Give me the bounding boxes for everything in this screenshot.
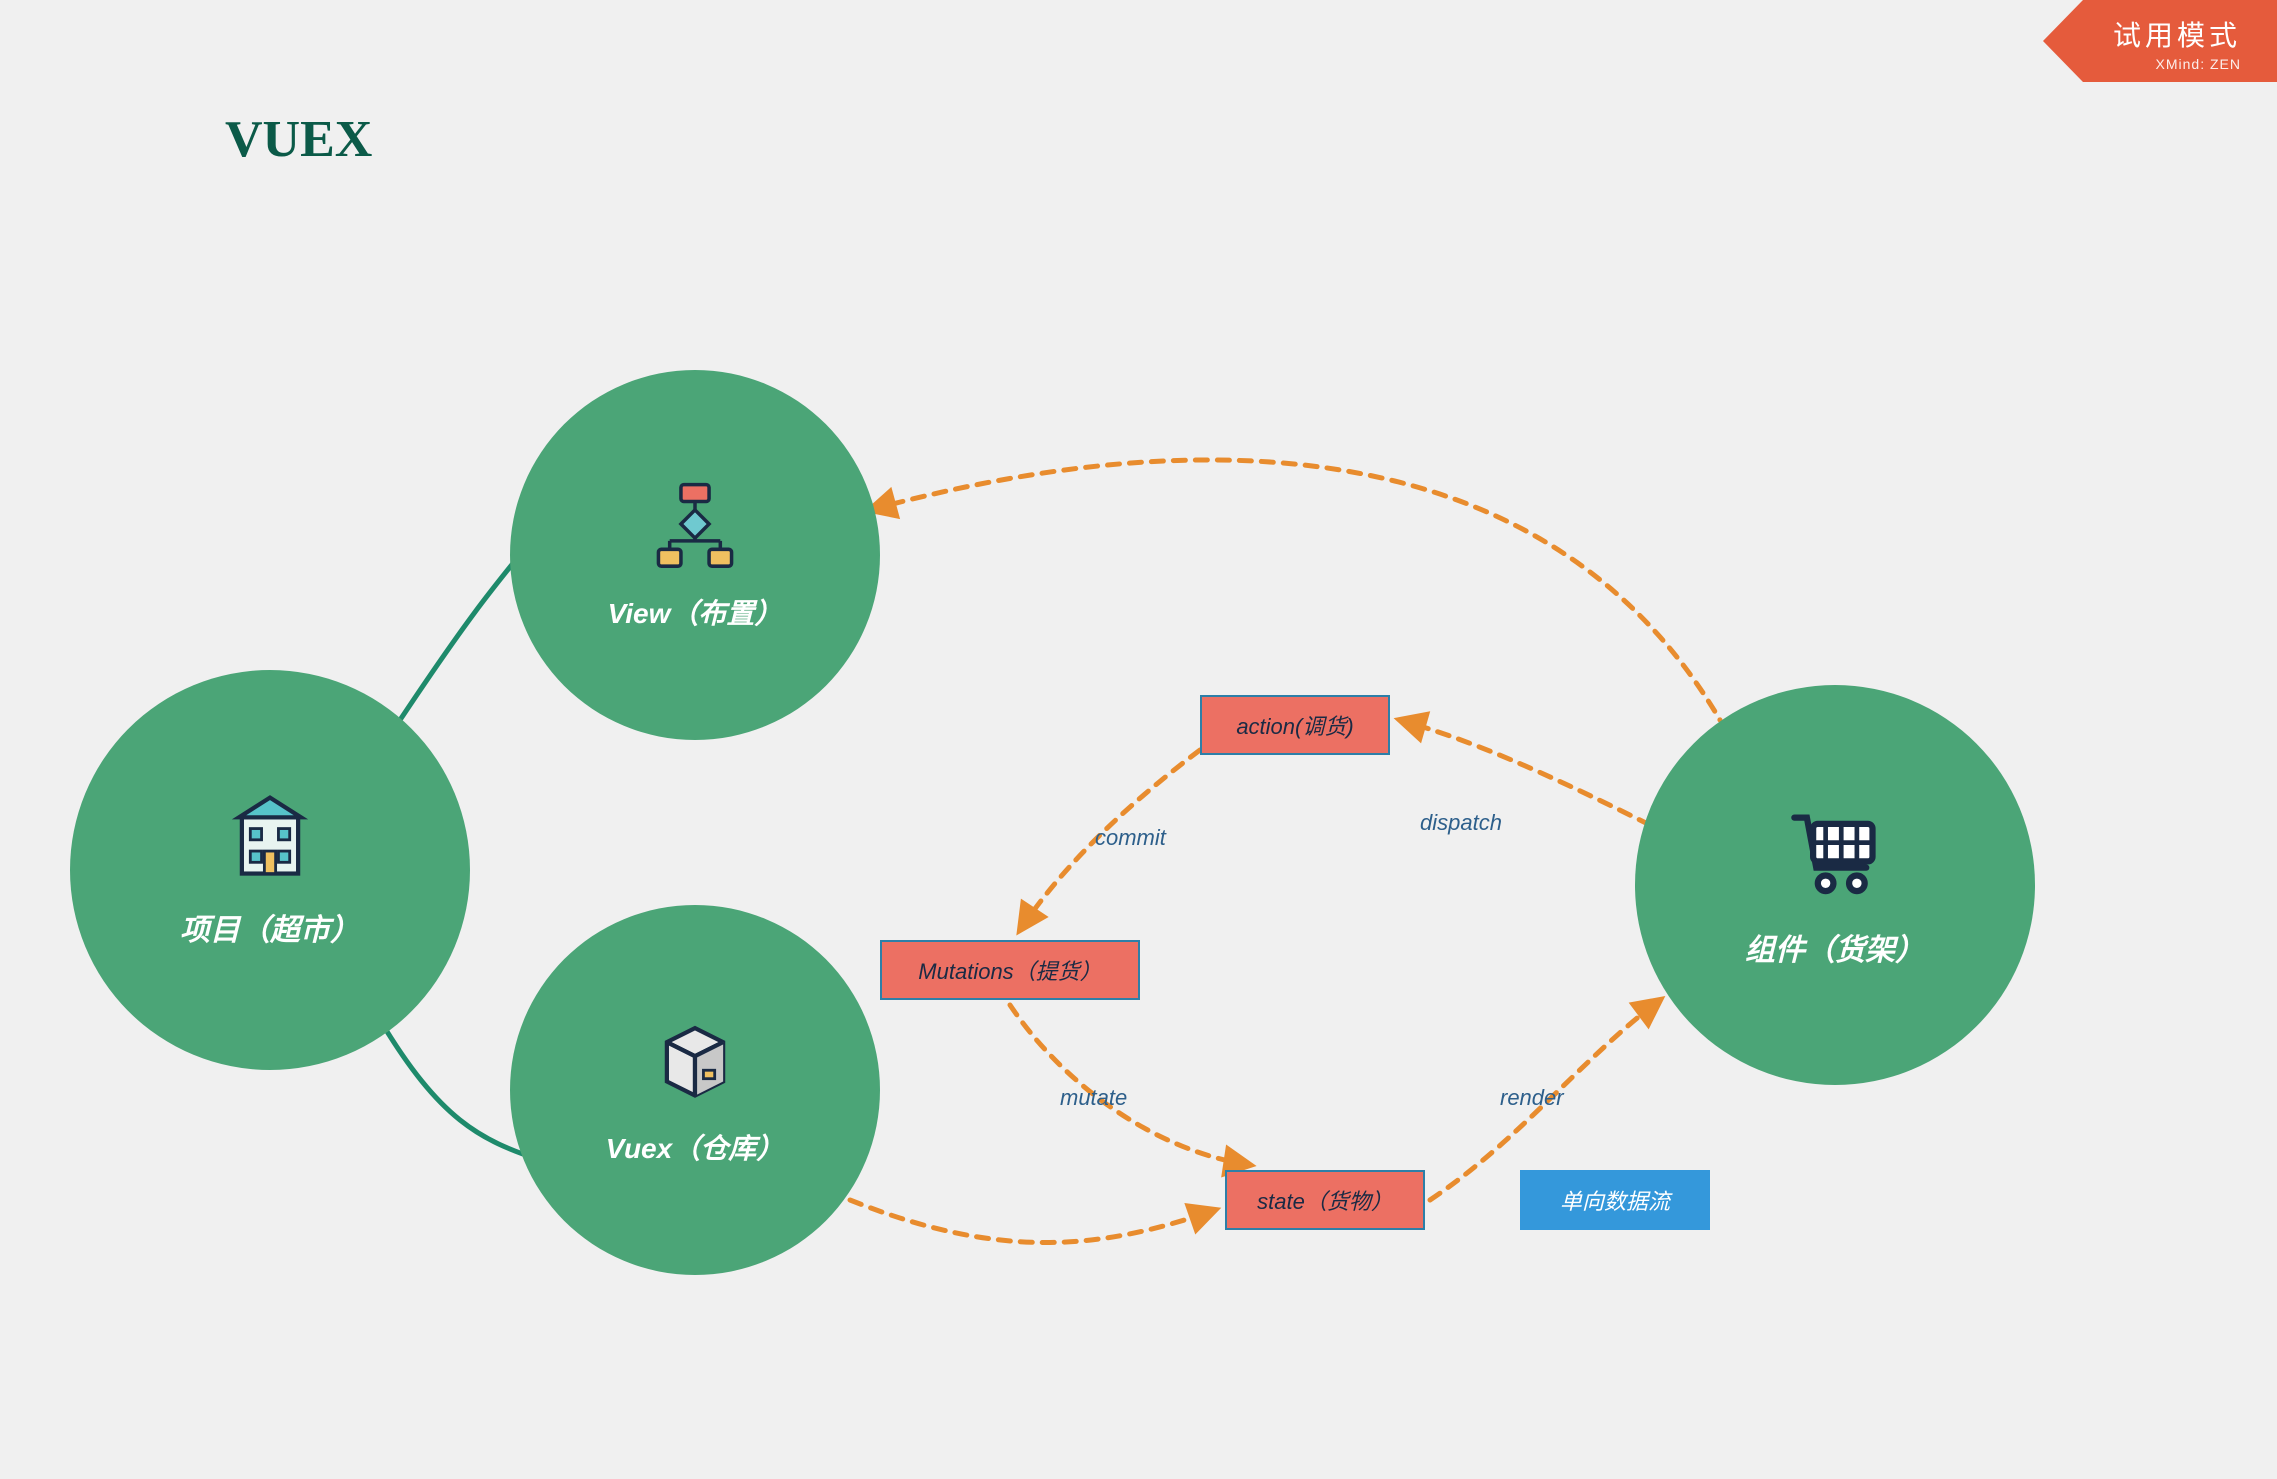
edge-label-commit: commit — [1095, 825, 1166, 851]
node-state: state（货物） — [1225, 1170, 1425, 1230]
edge-label-render: render — [1500, 1085, 1564, 1111]
diagram-canvas: VUEX 试用模式 XMind: ZEN — [0, 0, 2277, 1479]
node-action: action(调货) — [1200, 695, 1390, 755]
node-mutations-label: Mutations（提货） — [918, 954, 1101, 986]
node-view-label: View（布置） — [608, 592, 783, 632]
flowchart-icon — [650, 479, 740, 574]
node-vuex: Vuex（仓库） — [510, 905, 880, 1275]
node-info-label: 单向数据流 — [1560, 1184, 1670, 1216]
diagram-title: VUEX — [225, 110, 372, 169]
node-vuex-label: Vuex（仓库） — [606, 1127, 784, 1167]
edge-label-mutate: mutate — [1060, 1085, 1127, 1111]
node-project: 项目（超市） — [70, 670, 470, 1070]
cart-icon — [1785, 802, 1885, 907]
node-action-label: action(调货) — [1236, 709, 1353, 741]
node-project-label: 项目（超市） — [180, 905, 360, 949]
box-icon — [650, 1014, 740, 1109]
node-info: 单向数据流 — [1520, 1170, 1710, 1230]
watermark-main: 试用模式 — [2113, 14, 2241, 54]
node-component-label: 组件（货架） — [1745, 925, 1925, 969]
node-view: View（布置） — [510, 370, 880, 740]
trial-watermark: 试用模式 XMind: ZEN — [2043, 0, 2277, 82]
node-mutations: Mutations（提货） — [880, 940, 1140, 1000]
node-component: 组件（货架） — [1635, 685, 2035, 1085]
building-icon — [225, 792, 315, 887]
edge-label-dispatch: dispatch — [1420, 810, 1502, 836]
watermark-sub: XMind: ZEN — [2113, 56, 2241, 72]
node-state-label: state（货物） — [1257, 1184, 1393, 1216]
